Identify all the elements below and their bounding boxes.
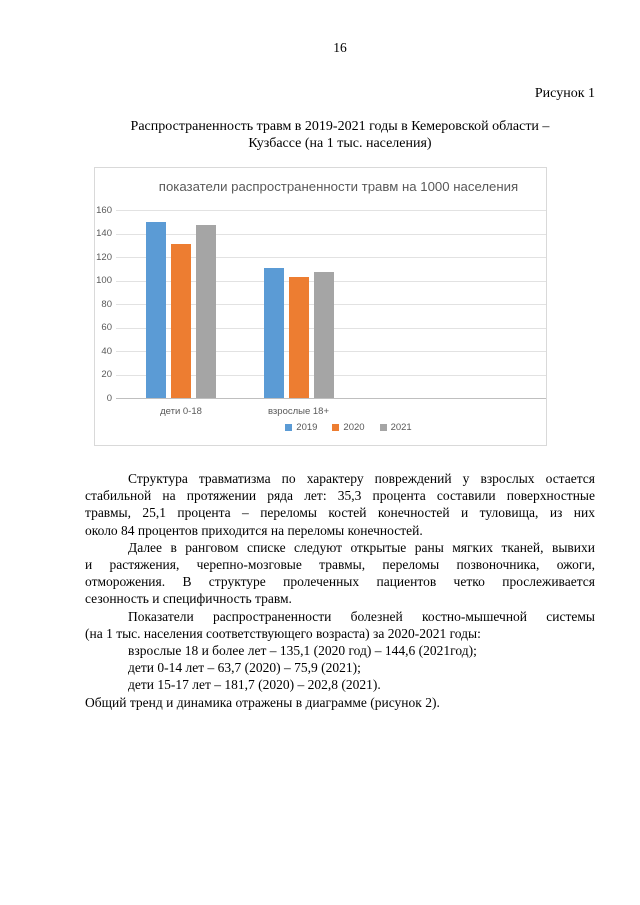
- y-tick-label: 160: [96, 204, 112, 216]
- text-line: Структура травматизма по характеру повре…: [128, 471, 595, 486]
- legend-label: 2021: [390, 422, 412, 433]
- gridline: [116, 210, 546, 211]
- legend-swatch-2019: [285, 424, 293, 431]
- text-line: сезонность и специфичность травм.: [85, 591, 292, 607]
- paragraph-1: Структура травматизма по характеру повре…: [85, 470, 595, 539]
- y-tick-label: 80: [101, 298, 112, 310]
- chart-title: показатели распространенности травм на 1…: [158, 179, 519, 194]
- text-line: стабильной на протяжении ряда лет: 35,3 …: [85, 488, 595, 504]
- injury-prevalence-chart: показатели распространенности травм на 1…: [94, 167, 547, 446]
- bar-2021-group-0: [196, 225, 216, 398]
- gridline: [116, 233, 546, 235]
- bar-2021-group-1: [313, 272, 334, 398]
- y-tick-label: 140: [96, 228, 112, 239]
- text-line: (на 1 тыс. населения соответствующего во…: [85, 625, 481, 641]
- y-tick-label: 120: [96, 251, 112, 263]
- figure-title-line-1: Распространенность травм в 2019-2021 год…: [130, 119, 550, 134]
- paragraph-2: Далее в ранговом списке следуют открытые…: [85, 539, 595, 608]
- text-line: дети 0-14 лет – 63,7 (2020) – 75,9 (2021…: [128, 660, 361, 676]
- chart-legend: 2019 2020 2021: [95, 422, 546, 433]
- figure-title: Распространенность травм в 2019-2021 год…: [85, 118, 595, 152]
- y-tick-label: 40: [101, 345, 112, 357]
- bar-2019-group-0: [146, 221, 166, 398]
- x-axis-line: [116, 398, 546, 399]
- x-category-label: взрослые 18+: [267, 406, 330, 417]
- paragraph-3: Показатели распространенности болезней к…: [85, 608, 595, 711]
- y-tick-label: 0: [106, 392, 112, 404]
- legend-swatch-2021: [379, 424, 387, 431]
- chart-plot-area: 160 140 120 100 80 60 40 20 0 дети 0-18 взрослые 1…: [95, 168, 546, 445]
- legend-label: 2019: [296, 422, 318, 433]
- text-line: взрослые 18 и более лет – 135,1 (2020 го…: [128, 643, 477, 659]
- text-line: травмы, 25,1 процента – переломы костей …: [85, 505, 595, 521]
- text-line: отморожения. В структуре пролеченных пац…: [85, 574, 595, 590]
- x-category-label: дети 0-18: [160, 406, 202, 417]
- legend-swatch-2020: [332, 424, 340, 431]
- text-line: Далее в ранговом списке следуют открытые…: [128, 539, 595, 555]
- text-line: дети 15-17 лет – 181,7 (2020) – 202,8 (2…: [128, 677, 381, 693]
- body-text: Структура травматизма по характеру повре…: [85, 470, 595, 711]
- bar-2020-group-0: [171, 244, 191, 398]
- gridline: [116, 257, 546, 258]
- bar-2019-group-1: [263, 267, 284, 398]
- page-number: 16: [333, 40, 347, 55]
- figure-title-line-2: Кузбассе (на 1 тыс. населения): [248, 136, 432, 152]
- text-line: Показатели распространенности болезней к…: [128, 608, 595, 624]
- text-line: Общий тренд и динамика отражены в диагра…: [85, 694, 440, 710]
- bar-2020-group-1: [288, 276, 309, 398]
- figure-caption: Рисунок 1: [534, 86, 595, 101]
- legend-item-2019: 2019: [285, 422, 317, 433]
- y-tick-label: 100: [96, 275, 112, 286]
- y-tick-label: 60: [101, 322, 112, 333]
- legend-label: 2020: [343, 422, 365, 433]
- y-tick-label: 20: [101, 369, 112, 380]
- legend-item-2020: 2020: [332, 422, 365, 433]
- text-line: около 84 процентов приходится на перелом…: [85, 522, 423, 538]
- text-line: и растяжения, черепно-мозговые травмы, п…: [85, 557, 595, 573]
- legend-item-2021: 2021: [379, 422, 412, 433]
